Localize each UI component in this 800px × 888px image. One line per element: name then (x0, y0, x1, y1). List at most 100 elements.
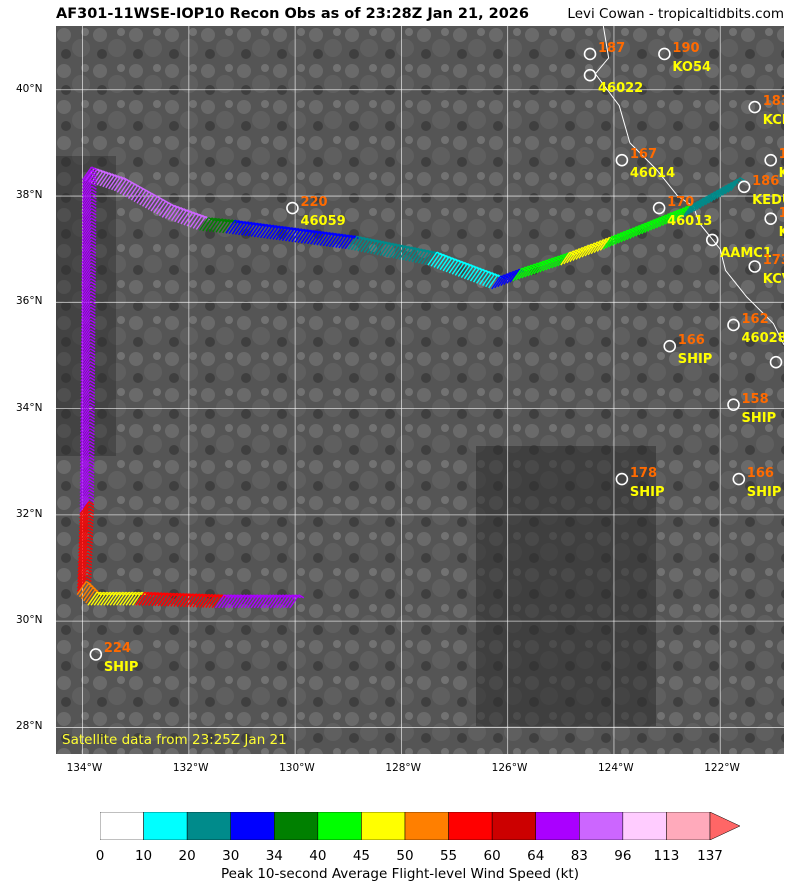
wind-barb (81, 249, 92, 264)
wind-barb (81, 262, 92, 277)
wind-barb (81, 214, 92, 229)
wind-barb (78, 520, 89, 535)
obs-station-id: KCVH (762, 272, 784, 288)
satellite-map[interactable]: 187 190 KO54 46022 183 KCRQ 167 46014 180 KAU 220 4… (56, 26, 784, 754)
wind-barb (620, 228, 631, 243)
wind-barb-flag (90, 585, 96, 590)
wind-barb-flag (560, 254, 567, 259)
wind-barb-flag (86, 552, 93, 557)
wind-barb (554, 253, 565, 268)
wind-barb (176, 593, 187, 607)
wind-barb (479, 271, 490, 285)
colorbar-bin (491, 812, 536, 840)
wind-barb (78, 536, 89, 551)
wind-barb (405, 247, 416, 262)
wind-barb (81, 182, 93, 197)
wind-barb-flag (90, 303, 96, 308)
obs-station-id: SHIP (746, 485, 782, 501)
wind-barb (638, 221, 649, 236)
wind-barb-flag (89, 332, 96, 337)
wind-barb (79, 504, 90, 519)
obs-station-id: 46013 (667, 214, 713, 230)
wind-barb (80, 348, 91, 363)
wind-barb (81, 189, 92, 203)
wind-barb (500, 272, 511, 287)
wind-barb-flag (90, 265, 97, 270)
wind-barb (164, 205, 175, 219)
wind-barb (551, 254, 562, 269)
wind-barb-flag (89, 415, 95, 420)
wind-barb (506, 269, 517, 284)
wind-barb (81, 255, 92, 270)
colorbar-tick: 50 (396, 848, 414, 864)
wind-barb (135, 591, 146, 606)
wind-barb (707, 189, 718, 204)
colorbar-bin (404, 812, 449, 840)
wind-barb-flag (89, 348, 96, 353)
wind-barb (79, 434, 91, 449)
wind-barb-flag (90, 313, 96, 318)
wind-barb (566, 249, 577, 264)
wind-barb (79, 460, 90, 474)
wind-barb-flag (86, 549, 93, 554)
wind-barb (310, 230, 321, 245)
wind-barb-flag (88, 498, 95, 503)
wind-barb (376, 241, 387, 256)
wind-barb (125, 591, 136, 606)
wind-barb (328, 233, 340, 248)
wind-barb (593, 239, 604, 253)
wind-barb (81, 271, 92, 286)
wind-barb-flag (89, 319, 96, 324)
wind-barb-flag (90, 211, 97, 216)
wind-barb-flag (536, 262, 543, 267)
wind-barb (80, 386, 91, 401)
wind-barb-flag (539, 261, 546, 266)
obs-station-id: SHIP (103, 660, 139, 676)
wind-barb (81, 211, 92, 226)
wind-barb (79, 482, 90, 497)
wind-barb (623, 227, 634, 242)
wind-barb (439, 256, 450, 271)
wind-barb (297, 229, 308, 244)
station-circle (748, 100, 762, 114)
wind-barb-flag (87, 539, 93, 544)
wind-barb (417, 249, 428, 264)
wind-barb (198, 593, 210, 608)
wind-barb-flag (89, 408, 96, 414)
wind-barb (128, 591, 139, 606)
wind-barb (81, 259, 92, 273)
wind-barb (81, 233, 92, 248)
wind-barb (147, 592, 159, 607)
wind-barb (202, 594, 213, 608)
wind-barb-flag (90, 294, 96, 299)
wind-barb (319, 232, 330, 246)
wind-barb (79, 421, 91, 436)
wind-barb (713, 186, 724, 201)
station-circle (748, 260, 762, 273)
wind-barb (263, 594, 274, 609)
station-circle (583, 68, 597, 82)
wind-barb (79, 469, 90, 484)
colorbar-tick: 10 (134, 848, 153, 864)
wind-barb (379, 242, 390, 256)
wind-barb (125, 183, 136, 198)
wind-barb (77, 562, 88, 576)
wind-barb-flag (551, 257, 558, 262)
colorbar-tick: 0 (95, 848, 105, 864)
wind-barb (158, 202, 170, 217)
wind-barb (80, 329, 91, 344)
wind-barb (266, 225, 277, 239)
wind-barb-flag (91, 169, 97, 174)
lon-tick-label: 130°W (279, 762, 315, 774)
wind-barb (272, 225, 283, 240)
wind-barb-flag (89, 370, 96, 375)
wind-barb (256, 594, 268, 609)
wind-barb (286, 594, 297, 609)
wind-barb (102, 173, 113, 188)
colorbar-tick: 113 (653, 848, 680, 864)
wind-barb-flag (88, 501, 95, 506)
wind-barb-flag (90, 290, 96, 296)
wind-barb (291, 228, 302, 243)
wind-barb-flag (515, 269, 522, 274)
wind-barb-flag (86, 568, 93, 573)
